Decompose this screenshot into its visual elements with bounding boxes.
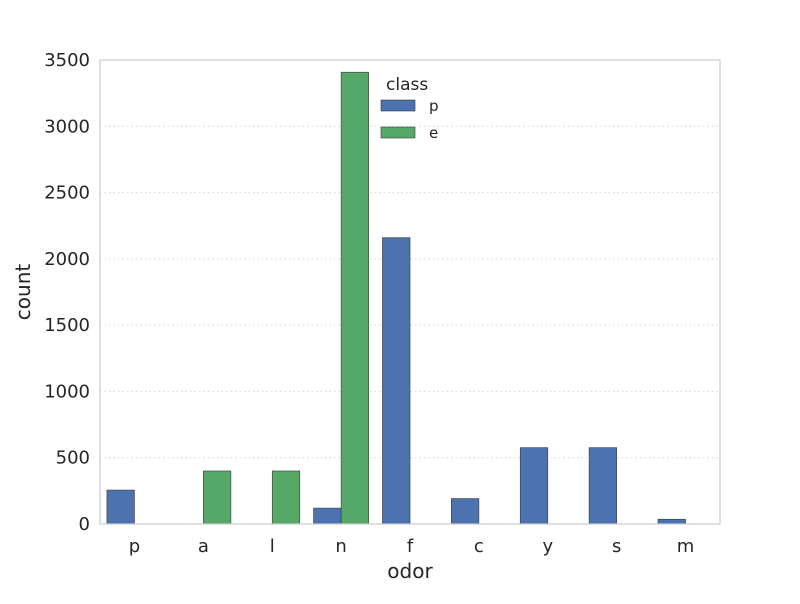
bar: [657, 518, 686, 525]
legend-title: class: [386, 75, 428, 95]
x-tick-label: n: [335, 536, 346, 557]
x-tick-label: l: [270, 536, 275, 557]
bar: [340, 71, 369, 525]
bar: [313, 507, 342, 525]
bar: [519, 447, 549, 525]
x-tick-label: a: [198, 536, 209, 557]
y-tick-label: 3000: [44, 116, 90, 137]
legend: class pe: [380, 75, 439, 142]
x-tick-label: f: [407, 536, 414, 557]
y-tick-label: 2000: [44, 249, 90, 270]
x-tick-label: m: [677, 536, 695, 557]
legend-items: pe: [380, 97, 439, 142]
bar: [451, 498, 480, 525]
y-tick-label: 3500: [44, 50, 90, 71]
x-tick-label: y: [542, 536, 553, 557]
x-tick-label: s: [612, 536, 621, 557]
x-tick-label: p: [129, 536, 140, 557]
bar: [106, 489, 135, 525]
bar: [203, 470, 232, 525]
y-tick-label: 2500: [44, 183, 90, 204]
y-tick-label: 1500: [44, 315, 90, 336]
y-axis-title: count: [11, 264, 35, 321]
y-tick-label: 1000: [44, 381, 90, 402]
x-tick-label: c: [474, 536, 484, 557]
y-tick-label: 0: [79, 514, 90, 535]
y-tick-label: 500: [56, 448, 90, 469]
x-axis-title: odor: [387, 559, 433, 583]
legend-label: p: [429, 97, 439, 115]
legend-swatch: [380, 99, 416, 112]
bar: [588, 447, 617, 525]
legend-swatch: [380, 126, 416, 139]
bars: [106, 71, 686, 525]
plot-frame: [99, 59, 721, 525]
bar: [382, 237, 411, 525]
y-tick-labels: 0 500 1000 1500 2000 2500 3000 3500: [44, 50, 90, 535]
bar: [271, 470, 301, 525]
legend-label: e: [429, 124, 438, 142]
